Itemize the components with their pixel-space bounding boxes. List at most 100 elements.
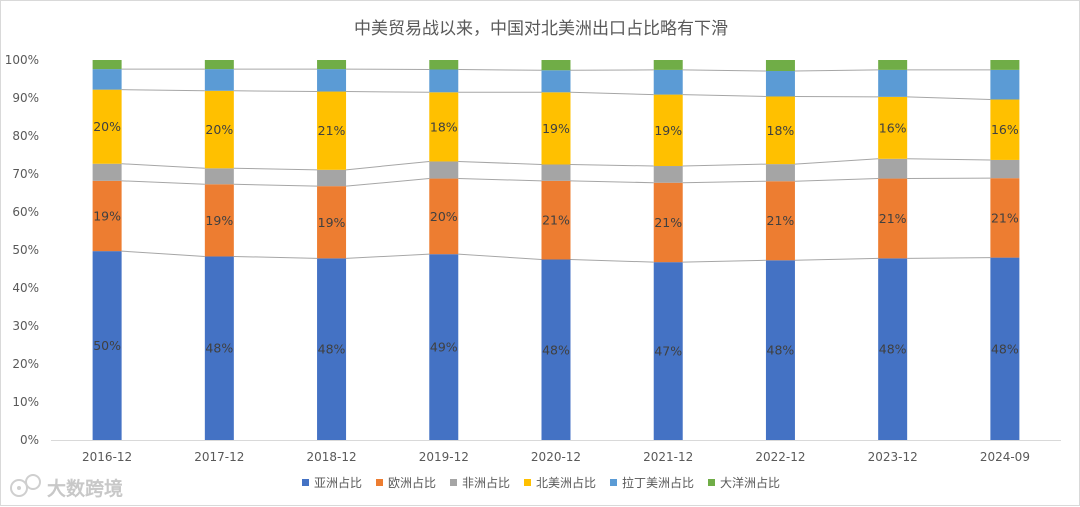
series-line [571,181,654,183]
series-line [571,260,654,263]
bar-segment [93,164,122,181]
data-label: 48% [879,342,907,357]
bar-segment [654,70,683,95]
series-line [683,260,766,262]
series-line [683,164,766,166]
data-label: 48% [542,342,570,357]
data-label: 19% [542,121,570,136]
legend-item: 拉丁美洲占比 [610,475,694,490]
bar-segment [317,69,346,91]
data-label: 20% [205,122,233,137]
series-line [234,184,317,186]
y-tick-label: 70% [12,167,39,181]
data-label: 48% [205,341,233,356]
chart-title: 中美贸易战以来，中国对北美洲出口占比略有下滑 [354,19,728,39]
series-line [458,70,541,71]
x-tick-label: 2016-12 [82,450,132,464]
series-line [795,159,878,164]
y-tick-label: 20% [12,357,39,371]
bar-segment [317,170,346,186]
series-line [122,181,205,184]
legend-item: 大洋洲占比 [708,475,780,490]
data-label: 21% [767,213,795,228]
bar-segment [429,161,458,178]
legend-item: 亚洲占比 [302,475,362,490]
bar-segment [990,70,1019,100]
series-line [795,70,878,71]
y-tick-label: 30% [12,319,39,333]
series-line [458,179,541,181]
bar-segment [766,60,795,71]
y-tick-label: 90% [12,91,39,105]
series-line [122,90,205,91]
y-tick-label: 80% [12,129,39,143]
series-line [346,254,429,258]
x-tick-label: 2020-12 [531,450,581,464]
bar-segment [542,70,571,92]
series-line [346,179,429,187]
bar-segment [205,60,234,69]
data-label: 21% [542,213,570,228]
legend-swatch [450,479,457,486]
series-line [122,251,205,256]
legend: 亚洲占比欧洲占比非洲占比北美洲占比拉丁美洲占比大洋洲占比 [302,475,780,490]
series-line [234,91,317,92]
series-line [907,258,990,259]
x-tick-label: 2023-12 [868,450,918,464]
y-tick-label: 100% [5,53,39,67]
data-label: 20% [430,209,458,224]
series-line [458,161,541,164]
legend-swatch [610,479,617,486]
legend-swatch [376,479,383,486]
legend-label: 非洲占比 [462,475,510,490]
bar-segment [93,69,122,90]
x-tick-label: 2021-12 [643,450,693,464]
x-tick-label: 2018-12 [306,450,356,464]
bar-segment [878,70,907,97]
bar-segment [317,60,346,69]
data-label: 48% [767,343,795,358]
bars [93,60,1020,440]
x-tick-label: 2022-12 [755,450,805,464]
y-tick-label: 60% [12,205,39,219]
bar-segment [542,165,571,181]
data-label: 50% [93,338,121,353]
bar-segment [766,71,795,96]
y-tick-label: 10% [12,395,39,409]
data-label: 49% [430,340,458,355]
bar-segment [654,60,683,70]
bar-segment [205,168,234,184]
bar-segment [990,160,1019,178]
bar-segment [205,69,234,91]
data-label: 18% [767,123,795,138]
series-line [234,168,317,170]
legend-item: 非洲占比 [450,475,510,490]
plot-area: 0%10%20%30%40%50%60%70%80%90%100%50%48%4… [5,53,1061,464]
data-label: 48% [991,341,1019,356]
legend-swatch [524,479,531,486]
bar-segment [429,60,458,70]
y-tick-label: 40% [12,281,39,295]
data-label: 19% [93,208,121,223]
series-line [907,159,990,160]
x-tick-label: 2017-12 [194,450,244,464]
data-label: 16% [991,122,1019,137]
legend-label: 拉丁美洲占比 [622,475,694,490]
series-line [795,258,878,260]
series-line [683,70,766,71]
data-label: 48% [318,342,346,357]
series-line [571,92,654,94]
series-line [571,165,654,167]
series-line [346,92,429,93]
x-tick-label: 2024-09 [980,450,1030,464]
data-label: 21% [991,210,1019,225]
watermark: 大数跨境 [11,475,123,500]
series-line [683,181,766,183]
series-line [458,254,541,259]
data-label: 21% [879,211,907,226]
data-label: 18% [430,119,458,134]
data-label: 21% [654,215,682,230]
data-label: 20% [93,119,121,134]
